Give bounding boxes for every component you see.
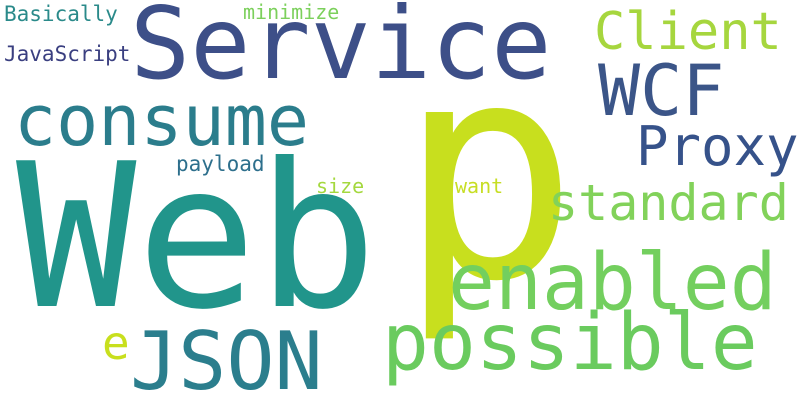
word-proxy: Proxy <box>636 115 799 178</box>
word-possible: possible <box>382 298 758 388</box>
word-client: Client <box>594 2 782 62</box>
word-standard: standard <box>548 174 789 232</box>
word-e: e <box>102 316 130 370</box>
word-json: JSON <box>130 315 323 400</box>
word-p: p <box>398 0 579 347</box>
word-want: want <box>455 174 504 198</box>
word-minimize: minimize <box>243 0 340 24</box>
word-enabled: enabled <box>448 238 777 328</box>
word-wcf: WCF <box>598 50 725 132</box>
word-javascript: JavaScript <box>4 42 131 66</box>
word-web: Web <box>16 121 378 354</box>
word-basically: Basically <box>4 2 118 26</box>
word-size: size <box>316 174 365 198</box>
word-payload: payload <box>176 152 265 176</box>
word-consume: consume <box>14 80 310 162</box>
word-service: Service <box>130 0 552 102</box>
